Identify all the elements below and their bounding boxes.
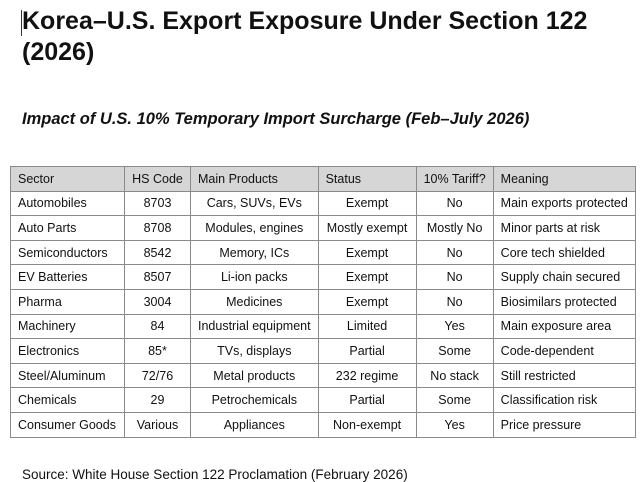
table-cell: Pharma — [10, 288, 125, 315]
table-cell: No — [415, 264, 494, 290]
table-cell: Yes — [415, 313, 494, 340]
table-row: Machinery 84 Industrial equipment Limited Ye… — [10, 313, 636, 340]
table-cell: Electronics — [10, 338, 125, 364]
table-cell: Cars, SUVs, EVs — [190, 190, 319, 217]
table-row: Auto Parts 8708 Modules, engines Mostly exe… — [10, 215, 636, 241]
table-cell: 29 — [124, 387, 191, 413]
table-cell: Industrial equipment — [190, 313, 319, 340]
table-row: EV Batteries 8507 Li-ion packs Exempt No Supp… — [10, 264, 636, 290]
table-cell: Mostly exempt — [317, 215, 417, 241]
table-row: Automobiles 8703 Cars, SUVs, EVs Exempt No Ma… — [10, 190, 636, 217]
table-cell: No — [415, 288, 494, 315]
table-cell: Memory, ICs — [190, 239, 319, 266]
table-header-row: Sector HS Code Main Products Status 10% Tari… — [10, 166, 636, 192]
table-cell: Main exposure area — [492, 313, 636, 340]
column-header: 10% Tariff? — [415, 166, 494, 192]
table-cell: Main exports protected — [492, 190, 636, 217]
table-cell: Li-ion packs — [190, 264, 319, 290]
table-cell: Consumer Goods — [10, 411, 125, 438]
table-cell: 3004 — [124, 288, 191, 315]
table-cell: Metal products — [190, 362, 319, 389]
column-header: Sector — [10, 166, 125, 192]
table-cell: 8542 — [124, 239, 191, 266]
table-cell: Minor parts at risk — [492, 215, 636, 241]
table-cell: Modules, engines — [190, 215, 319, 241]
table-cell: Steel/Aluminum — [10, 362, 125, 389]
table-cell: Auto Parts — [10, 215, 125, 241]
table-cell: Various — [124, 411, 191, 438]
column-header: HS Code — [124, 166, 191, 192]
table-row: Steel/Aluminum 72/76 Metal products 232 reg… — [10, 362, 636, 389]
table-row: Pharma 3004 Medicines Exempt No Biosimilars p… — [10, 288, 636, 315]
export-exposure-table: Sector HS Code Main Products Status 10% Tari… — [10, 166, 636, 438]
table-cell: TVs, displays — [190, 338, 319, 364]
table-cell: Some — [415, 338, 494, 364]
table-row: Consumer Goods Various Appliances Non-exemp… — [10, 411, 636, 438]
table-cell: Petrochemicals — [190, 387, 319, 413]
table-cell: Limited — [317, 313, 417, 340]
table-cell: Appliances — [190, 411, 319, 438]
table-cell: 8507 — [124, 264, 191, 290]
table-cell: Exempt — [317, 190, 417, 217]
table-cell: Supply chain secured — [492, 264, 636, 290]
table-cell: No — [415, 239, 494, 266]
table-cell: Partial — [317, 338, 417, 364]
table-cell: 72/76 — [124, 362, 191, 389]
table-cell: 232 regime — [317, 362, 417, 389]
table-cell: Biosimilars protected — [492, 288, 636, 315]
table-cell: Exempt — [317, 288, 417, 315]
table-cell: 84 — [124, 313, 191, 340]
source-note: Source: White House Section 122 Proclama… — [22, 467, 408, 482]
table-cell: EV Batteries — [10, 264, 125, 290]
table-cell: Exempt — [317, 239, 417, 266]
table-row: Chemicals 29 Petrochemicals Partial Some Clas… — [10, 387, 636, 413]
document-title[interactable]: Korea–U.S. Export Exposure Under Section… — [22, 7, 588, 66]
text-cursor — [21, 10, 22, 36]
table-cell: Semiconductors — [10, 239, 125, 266]
table-cell: Still restricted — [492, 362, 636, 389]
table-cell: Automobiles — [10, 190, 125, 217]
table-cell: Price pressure — [492, 411, 636, 438]
table-cell: Mostly No — [415, 215, 494, 241]
table-cell: Chemicals — [10, 387, 125, 413]
table-row: Semiconductors 8542 Memory, ICs Exempt No Cor… — [10, 239, 636, 266]
column-header: Main Products — [190, 166, 319, 192]
table-cell: Non-exempt — [317, 411, 417, 438]
document-subtitle[interactable]: Impact of U.S. 10% Temporary Import Surc… — [22, 110, 530, 128]
table-cell: Code-dependent — [492, 338, 636, 364]
table-cell: 8708 — [124, 215, 191, 241]
table-cell: 85* — [124, 338, 191, 364]
table-cell: Classification risk — [492, 387, 636, 413]
column-header: Status — [317, 166, 417, 192]
table-cell: No — [415, 190, 494, 217]
table-cell: Exempt — [317, 264, 417, 290]
table-cell: 8703 — [124, 190, 191, 217]
table-cell: No stack — [415, 362, 494, 389]
table-row: Electronics 85* TVs, displays Partial Some Co… — [10, 338, 636, 364]
table-cell: Machinery — [10, 313, 125, 340]
table-cell: Partial — [317, 387, 417, 413]
table-cell: Medicines — [190, 288, 319, 315]
table-cell: Some — [415, 387, 494, 413]
table-cell: Yes — [415, 411, 494, 438]
table-cell: Core tech shielded — [492, 239, 636, 266]
column-header: Meaning — [492, 166, 636, 192]
